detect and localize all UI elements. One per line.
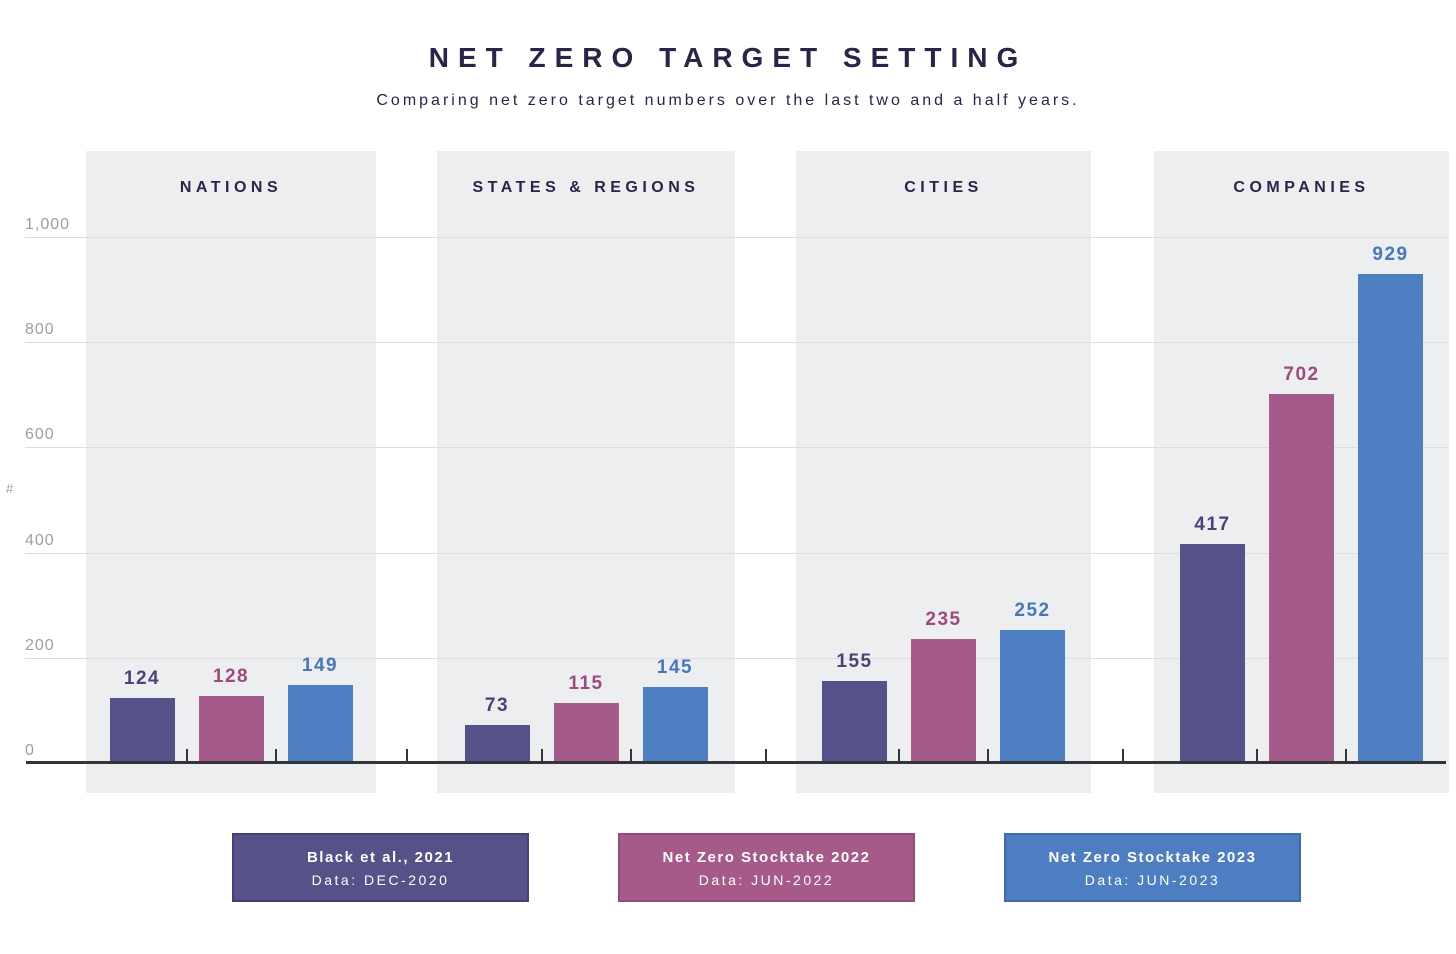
legend-item-net-zero-stocktake-2023: Net Zero Stocktake 2023 Data: JUN-2023 (1004, 833, 1301, 902)
bar-value-label-companies-black-et-al-2021: 417 (1194, 514, 1231, 535)
x-axis-line (26, 761, 1446, 764)
chart-title: NET ZERO TARGET SETTING (428, 42, 1028, 73)
category-header-companies: COMPANIES (1233, 179, 1370, 196)
axis-tick (987, 749, 989, 762)
bar-companies-black-et-al-2021 (1180, 544, 1245, 763)
bar-value-label-cities-net-zero-stocktake-2023: 252 (1014, 600, 1051, 621)
category-header-states-regions: STATES & REGIONS (472, 179, 700, 196)
bar-states-regions-net-zero-stocktake-2022 (553, 703, 619, 763)
bar-nations-black-et-al-2021 (109, 698, 175, 763)
bar-value-label-cities-net-zero-stocktake-2022: 235 (925, 609, 962, 630)
bar-cities-net-zero-stocktake-2022 (911, 639, 976, 763)
bar-value-label-states-regions-net-zero-stocktake-2023: 145 (656, 657, 694, 678)
axis-tick (540, 749, 543, 762)
legend-title-black-et-al-2021: Black et al., 2021 (306, 849, 455, 866)
axis-tick (1256, 749, 1258, 762)
legend-subtitle-black-et-al-2021: Data: DEC-2020 (311, 872, 450, 888)
axis-tick (274, 749, 277, 762)
gridline-800 (25, 342, 1449, 344)
category-header-nations: NATIONS (179, 179, 283, 196)
category-header-cities: CITIES (904, 179, 983, 196)
y-axis-unit-label: # (6, 481, 14, 496)
axis-tick (185, 749, 188, 762)
bar-nations-net-zero-stocktake-2023 (287, 685, 353, 763)
chart-subtitle: Comparing net zero target numbers over t… (376, 92, 1080, 109)
axis-tick (898, 749, 900, 762)
axis-tick (764, 749, 767, 762)
legend-title-net-zero-stocktake-2023: Net Zero Stocktake 2023 (1048, 849, 1257, 866)
bar-value-label-nations-black-et-al-2021: 124 (123, 668, 161, 689)
bar-states-regions-black-et-al-2021 (464, 725, 530, 763)
legend-item-net-zero-stocktake-2022: Net Zero Stocktake 2022 Data: JUN-2022 (618, 833, 915, 902)
category-panel-states-regions (437, 151, 735, 793)
axis-tick (629, 749, 632, 762)
y-tick-label-200: 200 (25, 636, 55, 654)
bar-value-label-nations-net-zero-stocktake-2023: 149 (301, 655, 339, 676)
gridline-600 (25, 447, 1449, 449)
gridline-200 (25, 657, 1449, 659)
y-tick-label-0: 0 (25, 742, 35, 759)
bar-value-label-states-regions-black-et-al-2021: 73 (484, 695, 510, 716)
y-tick-label-800: 800 (25, 321, 55, 339)
legend-title-net-zero-stocktake-2022: Net Zero Stocktake 2022 (662, 849, 871, 866)
legend-item-black-et-al-2021: Black et al., 2021 Data: DEC-2020 (232, 833, 529, 902)
y-tick-label-600: 600 (25, 426, 55, 444)
bar-value-label-cities-black-et-al-2021: 155 (836, 651, 873, 672)
bar-value-label-states-regions-net-zero-stocktake-2022: 115 (568, 673, 604, 694)
axis-tick (1121, 749, 1124, 762)
bar-companies-net-zero-stocktake-2022 (1269, 394, 1334, 763)
bar-value-label-companies-net-zero-stocktake-2022: 702 (1283, 364, 1320, 385)
legend-subtitle-net-zero-stocktake-2022: Data: JUN-2022 (698, 872, 835, 888)
y-tick-label-1000: 1,000 (25, 216, 71, 233)
bar-cities-net-zero-stocktake-2023 (1000, 630, 1065, 763)
bar-cities-black-et-al-2021 (822, 681, 887, 763)
gridline-1000 (25, 237, 1449, 238)
bar-value-label-companies-net-zero-stocktake-2023: 929 (1372, 244, 1409, 265)
bar-states-regions-net-zero-stocktake-2023 (642, 687, 708, 763)
bar-companies-net-zero-stocktake-2023 (1358, 274, 1423, 763)
axis-tick (405, 749, 408, 762)
y-tick-label-400: 400 (25, 531, 55, 549)
bar-nations-net-zero-stocktake-2022 (198, 696, 264, 763)
axis-tick (1345, 749, 1347, 762)
bar-value-label-nations-net-zero-stocktake-2022: 128 (212, 666, 250, 687)
gridline-400 (25, 552, 1449, 554)
legend-subtitle-net-zero-stocktake-2023: Data: JUN-2023 (1084, 872, 1221, 888)
